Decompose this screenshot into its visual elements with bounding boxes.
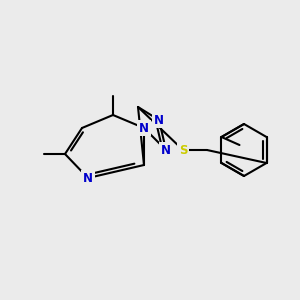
Text: N: N — [154, 113, 164, 127]
Text: N: N — [139, 122, 149, 134]
Text: S: S — [179, 143, 187, 157]
Text: N: N — [161, 143, 171, 157]
Text: N: N — [83, 172, 93, 184]
